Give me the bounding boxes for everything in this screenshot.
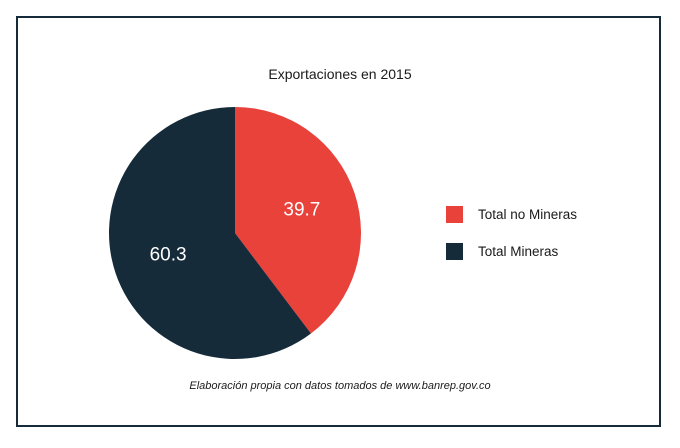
pie-slice-mineras xyxy=(109,107,311,359)
pie-slice-no-mineras xyxy=(235,107,361,334)
slice-label-no-mineras: 39.7 xyxy=(283,200,320,221)
legend-item-no-mineras: Total no Mineras xyxy=(446,205,577,223)
legend-label-mineras: Total Mineras xyxy=(478,243,559,259)
legend-swatch-mineras xyxy=(446,242,463,260)
source-note: Elaboración propia con datos tomados de … xyxy=(189,380,491,392)
slice-label-mineras: 60.3 xyxy=(150,244,187,265)
legend-label-no-mineras: Total no Mineras xyxy=(478,206,578,222)
legend-item-mineras: Total Mineras xyxy=(446,242,577,260)
chart-legend: Total no Mineras Total Mineras xyxy=(446,205,577,279)
legend-swatch-no-mineras xyxy=(446,205,463,223)
chart-title: Exportaciones en 2015 xyxy=(268,66,412,82)
